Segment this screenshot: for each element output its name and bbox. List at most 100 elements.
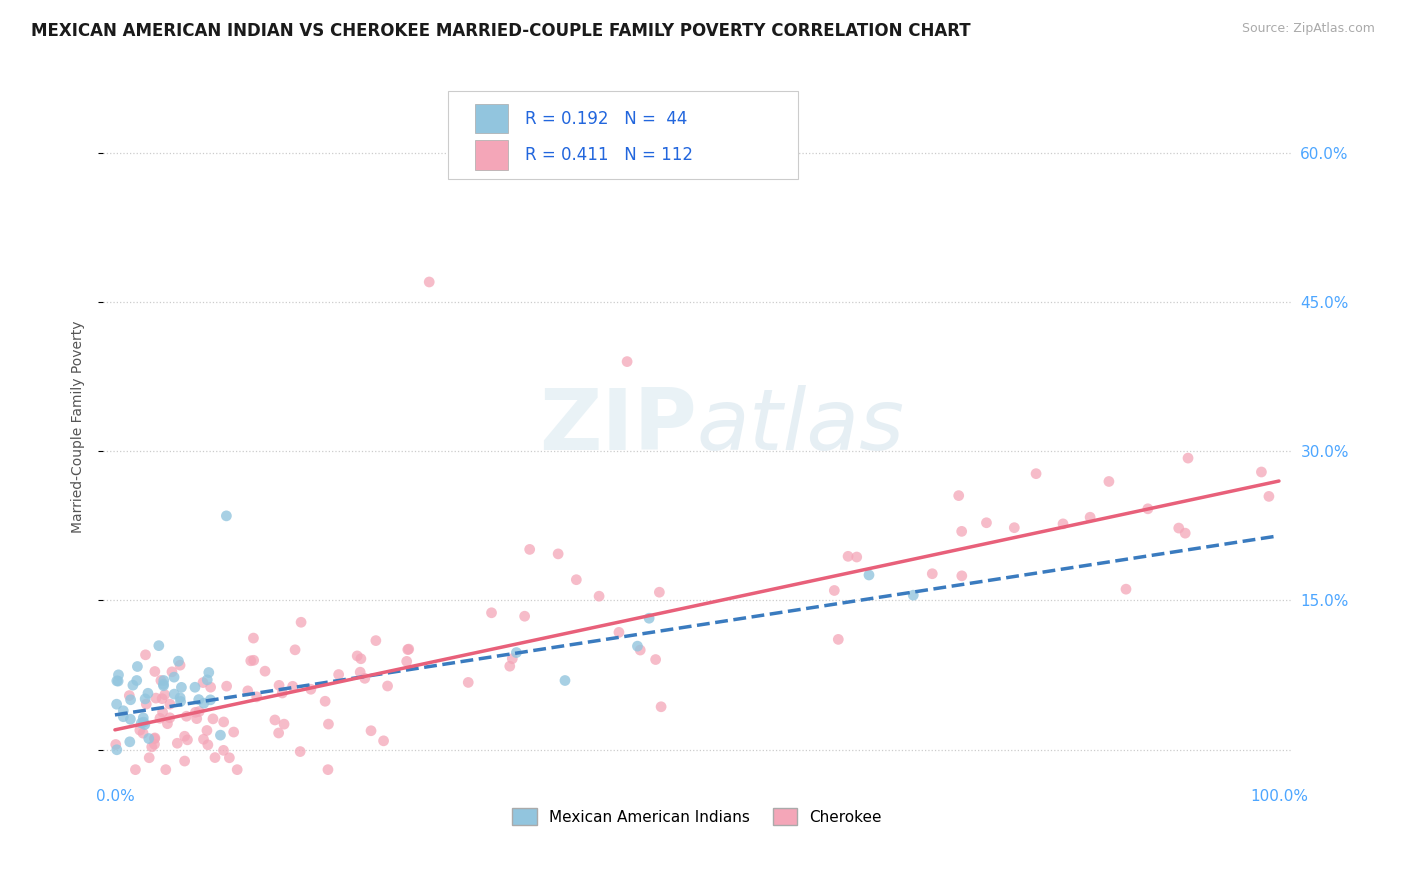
Point <box>299 682 322 697</box>
Point <box>186 712 208 726</box>
Point <box>159 697 181 711</box>
Point <box>143 731 166 745</box>
Point <box>155 763 177 777</box>
Point <box>132 726 155 740</box>
Point <box>903 588 925 602</box>
Point <box>195 723 218 738</box>
Point <box>616 354 638 368</box>
Point <box>188 705 211 719</box>
Point <box>346 648 368 663</box>
Point <box>254 664 277 678</box>
Point <box>112 704 135 718</box>
Point <box>554 673 576 688</box>
Point <box>166 736 188 750</box>
Point <box>132 711 155 725</box>
Point <box>395 654 418 668</box>
Point <box>398 642 420 657</box>
Point <box>148 639 170 653</box>
Point <box>134 692 156 706</box>
Point <box>396 642 419 657</box>
Point <box>169 690 191 705</box>
Point <box>328 667 350 681</box>
Point <box>215 508 238 523</box>
Point <box>1250 465 1272 479</box>
Point <box>1025 467 1047 481</box>
Text: ZIP: ZIP <box>538 384 697 467</box>
Point <box>153 688 176 702</box>
Point <box>364 633 387 648</box>
Point <box>215 679 238 693</box>
Text: Source: ZipAtlas.com: Source: ZipAtlas.com <box>1241 22 1375 36</box>
Point <box>176 732 198 747</box>
Point <box>141 739 163 754</box>
Point <box>236 683 259 698</box>
Point <box>418 275 440 289</box>
Point <box>242 653 264 667</box>
Point <box>193 732 215 747</box>
Point <box>209 728 232 742</box>
Point <box>314 694 336 708</box>
Point <box>105 743 128 757</box>
Point <box>200 693 222 707</box>
Point <box>827 632 849 647</box>
Point <box>1174 526 1197 541</box>
Text: R = 0.192   N =  44: R = 0.192 N = 44 <box>524 110 688 128</box>
Point <box>644 652 666 666</box>
Point <box>167 654 190 668</box>
Point <box>353 671 375 685</box>
Point <box>218 751 240 765</box>
Point <box>143 737 166 751</box>
Point <box>127 659 149 673</box>
Point <box>950 524 973 539</box>
Point <box>858 568 880 582</box>
Point <box>152 679 174 693</box>
Point <box>176 709 198 723</box>
FancyBboxPatch shape <box>447 91 797 179</box>
Point <box>607 625 630 640</box>
Point <box>163 670 186 684</box>
Point <box>152 705 174 719</box>
Text: R = 0.411   N = 112: R = 0.411 N = 112 <box>524 146 693 164</box>
Point <box>149 711 172 725</box>
Point <box>118 735 141 749</box>
Point <box>648 585 671 599</box>
Point <box>134 648 156 662</box>
Point <box>173 754 195 768</box>
Point <box>318 717 340 731</box>
Point <box>201 712 224 726</box>
Point <box>588 589 610 603</box>
Point <box>135 697 157 711</box>
Point <box>193 696 215 710</box>
Point <box>145 691 167 706</box>
Point <box>138 750 160 764</box>
Point <box>246 690 269 704</box>
Point <box>499 659 522 673</box>
Point <box>505 646 527 660</box>
Point <box>107 674 129 689</box>
Point <box>104 738 127 752</box>
FancyBboxPatch shape <box>475 103 508 134</box>
Point <box>212 714 235 729</box>
Point <box>163 687 186 701</box>
Point <box>152 677 174 691</box>
Point <box>921 566 943 581</box>
Point <box>169 658 191 673</box>
Text: atlas: atlas <box>697 384 905 467</box>
Point <box>212 743 235 757</box>
Point <box>191 675 214 690</box>
Point <box>200 680 222 694</box>
Point <box>626 639 648 653</box>
Point <box>273 717 295 731</box>
Point <box>1078 510 1101 524</box>
Point <box>288 745 311 759</box>
Point <box>281 679 304 693</box>
Point <box>373 734 395 748</box>
Point <box>271 686 294 700</box>
Point <box>159 711 181 725</box>
Point <box>131 715 153 730</box>
Point <box>138 731 160 746</box>
Point <box>1136 501 1159 516</box>
Text: MEXICAN AMERICAN INDIAN VS CHEROKEE MARRIED-COUPLE FAMILY POVERTY CORRELATION CH: MEXICAN AMERICAN INDIAN VS CHEROKEE MARR… <box>31 22 970 40</box>
Point <box>650 699 672 714</box>
Point <box>197 738 219 752</box>
